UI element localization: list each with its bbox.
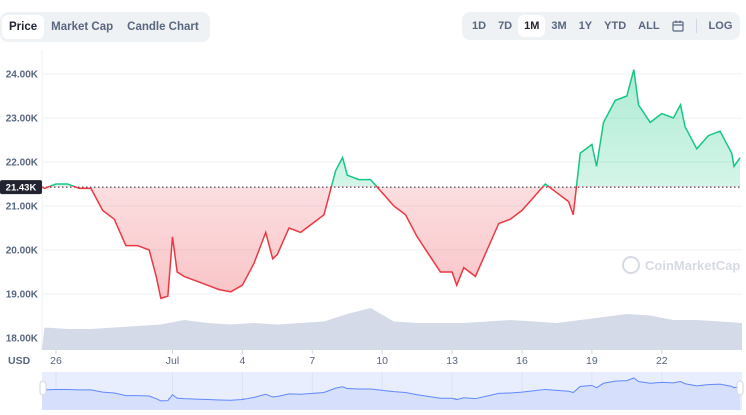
x-tick-label: 4	[239, 355, 245, 367]
x-tick-label: 22	[656, 355, 668, 367]
tab-candle-chart[interactable]: Candle Chart	[127, 21, 199, 33]
price-area-down	[42, 186, 741, 299]
range-3m[interactable]: 3M	[551, 20, 567, 32]
currency-label: USD	[8, 355, 31, 367]
y-tick-label: 21.00K	[6, 202, 39, 213]
x-tick-label: Jul	[166, 355, 179, 367]
price-line-down	[42, 186, 578, 300]
price-area-up	[50, 69, 741, 186]
y-tick-label: 19.00K	[6, 290, 39, 301]
x-tick-label: 7	[309, 355, 315, 367]
range-1m[interactable]: 1M	[518, 15, 546, 37]
price-line-up	[48, 69, 741, 186]
watermark-text: CoinMarketCap	[645, 258, 740, 273]
range-ytd[interactable]: YTD	[604, 20, 627, 32]
range-all[interactable]: ALL	[638, 20, 660, 32]
range-7d[interactable]: 7D	[498, 20, 513, 32]
y-tick-label: 20.00K	[6, 246, 39, 257]
chart-type-tabs: Price Market Cap Candle Chart	[0, 12, 210, 42]
log-scale-toggle[interactable]: LOG	[708, 20, 733, 32]
y-tick-label: 23.00K	[6, 114, 39, 125]
baseline-label: 21.43K	[6, 183, 37, 194]
x-tick-label: 16	[516, 355, 528, 367]
x-tick-label: 13	[446, 355, 458, 367]
y-tick-label: 24.00K	[6, 70, 39, 81]
watermark: CoinMarketCap	[622, 256, 740, 274]
range-1y[interactable]: 1Y	[578, 20, 593, 32]
x-tick-label: 10	[376, 355, 388, 367]
tab-price[interactable]: Price	[2, 15, 45, 39]
x-tick-label: 26	[50, 355, 62, 367]
calendar-icon[interactable]	[666, 15, 690, 37]
y-tick-label: 22.00K	[6, 158, 39, 169]
baseline-label-box	[0, 180, 42, 195]
divider	[695, 19, 697, 33]
navigator-line	[41, 377, 741, 402]
volume-area	[42, 308, 742, 350]
navigator-area	[42, 378, 741, 410]
tab-market-cap[interactable]: Market Cap	[51, 21, 114, 33]
range-1d[interactable]: 1D	[472, 20, 487, 32]
y-tick-label: 18.00K	[6, 334, 39, 345]
navigator-handle-right[interactable]	[736, 380, 744, 396]
navigator-handle-left[interactable]	[39, 380, 47, 396]
time-range-selector: 1D 7D 1M 3M 1Y YTD ALL LOG	[462, 12, 740, 40]
x-tick-label: 19	[586, 355, 598, 367]
